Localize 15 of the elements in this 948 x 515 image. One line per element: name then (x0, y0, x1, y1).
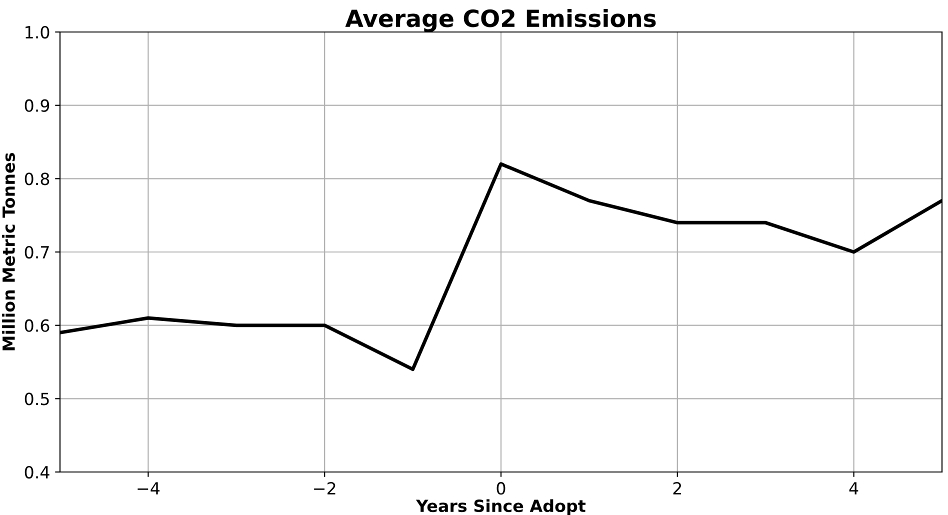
x-tick-label: −4 (138, 482, 160, 494)
chart-title: Average CO2 Emissions (345, 8, 656, 32)
y-tick-label: 0.7 (24, 246, 49, 259)
y-tick-label: 0.6 (24, 319, 50, 332)
x-tick-label: −2 (314, 482, 336, 494)
x-axis-title: Years Since Adopt (416, 499, 586, 515)
y-axis-title: Million Metric Tonnes (2, 152, 15, 350)
x-tick-label: 0 (496, 482, 506, 495)
y-tick-label: 0.9 (24, 99, 50, 112)
x-tick-label: 2 (673, 482, 682, 494)
y-tick-label: 0.8 (24, 172, 50, 186)
x-tick-label: 4 (849, 482, 858, 494)
y-tick-label: 0.4 (24, 466, 50, 479)
y-tick-label: 1.0 (26, 26, 50, 39)
y-tick-label: 0.5 (24, 392, 49, 406)
